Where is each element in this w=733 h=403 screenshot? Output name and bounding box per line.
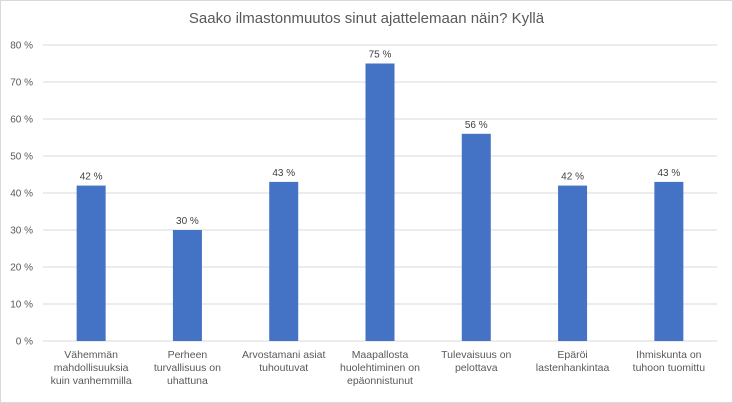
bar xyxy=(76,185,106,341)
x-category-label-line: tuhoutuvat xyxy=(259,362,308,374)
x-category-label: Epäröi lastenhankintaa xyxy=(536,349,610,374)
chart-title: Saako ilmastonmuutos sinut ajattelemaan … xyxy=(188,10,545,27)
bar xyxy=(269,181,299,341)
x-category-label-line: lastenhankintaa xyxy=(536,362,610,374)
data-label: 75 % xyxy=(369,50,392,61)
data-label: 43 % xyxy=(657,168,680,179)
y-tick-label: 10 % xyxy=(10,300,33,311)
y-tick-label: 0 % xyxy=(16,337,33,348)
data-label: 42 % xyxy=(80,172,103,183)
x-category-label-line: pelottava xyxy=(455,362,498,374)
data-label: 56 % xyxy=(465,120,488,131)
y-tick-label: 50 % xyxy=(10,152,33,163)
y-tick-label: 30 % xyxy=(10,226,33,237)
y-tick-label: 40 % xyxy=(10,189,33,200)
y-tick-label: 80 % xyxy=(10,41,33,52)
x-category-label-line: tuhoon tuomittu xyxy=(633,362,706,374)
x-category-label-line: Arvostamani asiat xyxy=(242,349,326,361)
x-category-label-line: mahdollisuuksia xyxy=(54,362,129,374)
x-category-label-line: Perheen xyxy=(168,349,208,361)
x-category-label: Vähemmän mahdollisuuksia kuin vanhemmilla xyxy=(51,349,132,387)
x-category-label: Ihmiskunta on tuhoon tuomittu xyxy=(633,349,706,374)
x-category-label-line: Maapallosta xyxy=(352,349,409,361)
y-tick-label: 60 % xyxy=(10,115,33,126)
data-label: 30 % xyxy=(176,216,199,227)
x-category-label-line: Ihmiskunta on xyxy=(636,349,702,361)
x-category-label: Arvostamani asiat tuhoutuvat xyxy=(242,349,326,374)
x-category-label-line: Epäröi xyxy=(557,349,587,361)
bar xyxy=(172,230,202,341)
bar xyxy=(461,133,491,341)
x-category-label-line: Tulevaisuus on xyxy=(441,349,511,361)
bar xyxy=(558,185,588,341)
x-category-label-line: uhattuna xyxy=(167,375,208,387)
x-category-label-line: epäonnistunut xyxy=(347,375,413,387)
y-tick-label: 20 % xyxy=(10,263,33,274)
x-category-label-line: huolehtiminen on xyxy=(340,362,420,374)
y-tick-label: 70 % xyxy=(10,78,33,89)
x-category-label-line: Vähemmän xyxy=(64,349,118,361)
bar xyxy=(365,63,395,341)
x-category-label-line: kuin vanhemmilla xyxy=(51,375,132,387)
x-category-label: Tulevaisuus on pelottava xyxy=(441,349,511,374)
bar xyxy=(654,181,684,341)
x-category-label-line: turvallisuus on xyxy=(154,362,221,374)
x-category-label: Perheen turvallisuus on uhattuna xyxy=(154,349,221,387)
data-label: 42 % xyxy=(561,172,584,183)
x-category-label: Maapallosta huolehtiminen on epäonnistunut xyxy=(340,349,420,387)
data-label: 43 % xyxy=(272,168,295,179)
